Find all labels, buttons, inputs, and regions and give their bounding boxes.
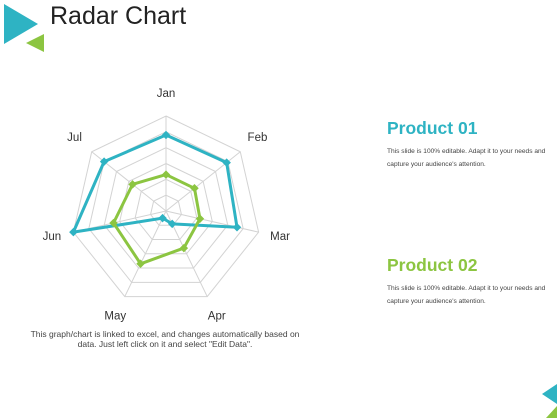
grid-ring xyxy=(134,178,198,241)
series-1-point-feb xyxy=(222,158,231,167)
series-2-point-feb xyxy=(190,184,199,193)
grid-spoke xyxy=(165,210,259,233)
product-02-heading: Product 02 xyxy=(387,255,478,275)
series-2-point-jun xyxy=(109,218,118,228)
series-2-line xyxy=(112,173,202,266)
chart-caption: This graph/chart is linked to excel, and… xyxy=(30,329,300,349)
product-02-text: This slide is 100% editable. Adapt it to… xyxy=(387,285,546,305)
series-2-point-may xyxy=(136,259,145,269)
axis-label-jan: Jan xyxy=(157,88,176,100)
radar-grid xyxy=(72,115,260,298)
series-2-point-mar xyxy=(195,214,205,223)
series-1-point-may xyxy=(158,213,167,223)
product-02-block: Product 02 This slide is 100% editable. … xyxy=(387,255,547,308)
axis-label-jul: Jul xyxy=(67,132,82,144)
grid-spoke xyxy=(124,210,167,297)
grid-ring xyxy=(88,131,244,283)
series-1-line xyxy=(71,133,239,234)
series-2-point-jan xyxy=(161,170,171,179)
axis-label-feb: Feb xyxy=(248,132,268,144)
series-1-point-jun xyxy=(69,227,78,237)
series-1-point-jul xyxy=(99,157,109,166)
radar-axis-labels: Jan Feb Mar Apr May Jun Jul xyxy=(43,88,290,322)
axis-label-jun: Jun xyxy=(43,231,62,243)
grid-ring xyxy=(72,115,260,298)
series-2-point-jul xyxy=(128,180,137,189)
axis-label-may: May xyxy=(104,310,126,322)
product-01-block: Product 01 This slide is 100% editable. … xyxy=(387,118,547,171)
corner-triangle-bottom-right xyxy=(542,384,557,418)
axis-label-apr: Apr xyxy=(208,310,226,322)
axis-label-mar: Mar xyxy=(270,231,290,243)
series-1-point-jan xyxy=(161,130,171,140)
grid-ring xyxy=(103,147,229,269)
series-2-point-apr xyxy=(179,243,189,253)
product-01-text: This slide is 100% editable. Adapt it to… xyxy=(387,148,546,168)
series-1-point-apr xyxy=(167,219,177,229)
grid-ring xyxy=(150,194,182,226)
series-2 xyxy=(109,170,205,269)
product-01-heading: Product 01 xyxy=(387,118,478,138)
series-1 xyxy=(69,130,242,237)
series-1-point-mar xyxy=(232,222,242,232)
radar-series-layer xyxy=(69,130,242,269)
page-title: Radar Chart xyxy=(50,2,187,30)
corner-triangle-top-left xyxy=(4,4,44,52)
